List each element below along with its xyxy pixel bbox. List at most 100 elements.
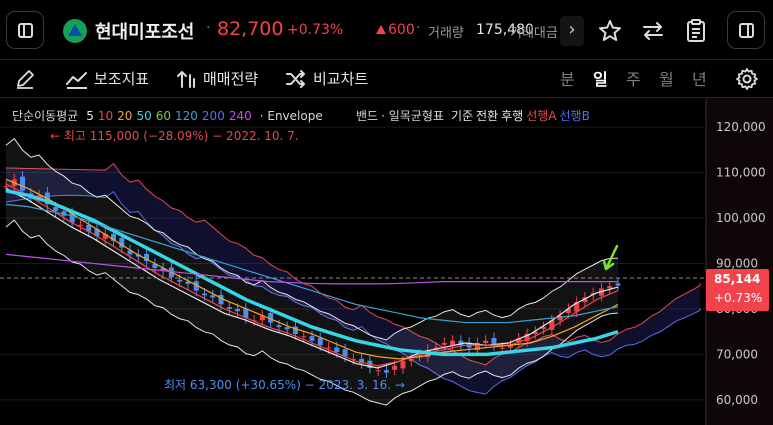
candle-body	[268, 313, 274, 323]
candle-body	[69, 213, 75, 223]
ma-line-5	[5, 187, 619, 369]
candle-body	[524, 333, 530, 342]
period-tab-year[interactable]: 년	[692, 70, 707, 89]
leading-span-b	[5, 191, 701, 395]
ma-period-240: 240	[228, 109, 252, 123]
ichimoku-item-3: 선행A	[526, 109, 557, 123]
left-panel-toggle-button[interactable]	[6, 11, 44, 49]
candle-body	[607, 286, 613, 289]
shuffle-icon	[286, 70, 305, 88]
ma-period-20: 20	[117, 109, 133, 123]
candle-body	[408, 358, 414, 362]
band-upper	[5, 137, 619, 341]
swap-arrows-icon[interactable]	[640, 18, 666, 44]
candle-body	[201, 293, 207, 296]
candle-body	[259, 315, 265, 321]
clipboard-icon[interactable]	[683, 18, 709, 44]
y-tick-label: 110,000	[716, 166, 766, 180]
band-ichimoku-legend[interactable]: 밴드 · 일목균형표 기준 전환 후행 선행A 선행B	[356, 107, 596, 124]
candle-body	[557, 315, 563, 321]
candle-body	[301, 336, 307, 338]
ichimoku-item-0: 기준	[450, 109, 474, 123]
candle-body	[292, 326, 298, 334]
cloud-fill	[6, 163, 700, 395]
candle-body	[102, 233, 108, 239]
ma-line-10	[5, 183, 619, 367]
header-bar: 현대미포조선 · 82,700 +0.73% 600 · 거래량 175,480…	[0, 0, 773, 60]
high-price-annotation: ← 최고 115,000 (−28.09%) − 2022. 10. 7.	[50, 129, 299, 143]
candle-body	[61, 211, 67, 216]
ichimoku-item-1: 전환	[476, 109, 499, 123]
candle-body	[111, 233, 117, 241]
header-scroll-chevron-button[interactable]: ›	[560, 16, 584, 46]
right-panel-icon	[739, 23, 754, 38]
candle-body	[326, 347, 332, 349]
y-tick-label: 100,000	[716, 211, 766, 225]
ma-line-240	[5, 253, 618, 285]
grid-lines	[0, 98, 707, 425]
separator-dot: ·	[206, 20, 211, 36]
period-tab-month[interactable]: 월	[659, 70, 674, 89]
strategy-label: 매매전략	[203, 70, 259, 88]
band-lower	[5, 219, 619, 406]
candle-body	[119, 238, 125, 248]
candle-body	[226, 307, 232, 309]
candle-body	[474, 343, 480, 351]
compare-label: 비교차트	[313, 70, 369, 88]
chart-toolbar: 보조지표 매매전략 비교차트	[0, 60, 773, 98]
candle-body	[193, 281, 199, 291]
trend-line-icon	[66, 72, 87, 89]
ma-period-5: 5	[86, 109, 94, 123]
candle-body	[185, 281, 191, 284]
indicator-label: 보조지표	[94, 70, 150, 88]
gear-icon[interactable]	[735, 67, 759, 91]
candle-body	[400, 361, 406, 369]
separator-dot: ·	[416, 20, 421, 36]
stock-name[interactable]: 현대미포조선	[95, 22, 195, 43]
candle-body	[441, 343, 447, 345]
envelope-legend-label: · Envelope	[259, 109, 323, 123]
green-arrow-marker	[602, 244, 619, 271]
ma-legend-label: 단순이동평균	[12, 109, 79, 123]
period-tab-day[interactable]: 일	[593, 70, 608, 89]
candle-body	[565, 308, 571, 313]
candle-body	[615, 283, 621, 286]
arrow-up-bars-icon	[177, 71, 195, 88]
candle-body	[458, 340, 464, 346]
candle-body	[243, 308, 249, 318]
last-price-change: +0.73%	[714, 291, 763, 305]
ichimoku-item-4: 선행B	[559, 109, 590, 123]
candle-body	[499, 347, 505, 349]
y-tick-label: 120,000	[716, 120, 766, 134]
candle-body	[53, 207, 59, 212]
left-panel-icon	[18, 23, 33, 38]
y-axis: 120,000110,000100,00090,00080,00070,0006…	[716, 120, 766, 407]
ma-period-120: 120	[175, 109, 198, 123]
period-tab-week[interactable]: 주	[626, 70, 641, 89]
star-icon[interactable]	[597, 18, 623, 44]
trading-amount-label: 거래대금	[510, 26, 558, 41]
volume-value: 175,480	[476, 22, 534, 38]
candle-body	[284, 327, 290, 330]
y-tick-label: 70,000	[716, 347, 758, 361]
indicator-legend[interactable]: 단순이동평균 5 10 20 50 60 120 200 240 · Envelope	[12, 107, 327, 124]
bollinger-legend-label: 밴드	[356, 109, 379, 123]
period-tab-minute[interactable]: 분	[560, 70, 575, 89]
candle-body	[20, 176, 26, 191]
ma-line-50	[5, 189, 619, 357]
ma-period-60: 60	[155, 109, 172, 123]
moving-average-lines	[5, 178, 619, 369]
right-panel-toggle-button[interactable]	[727, 11, 765, 49]
pencil-icon[interactable]	[14, 68, 36, 90]
price-chart[interactable]: 120,000110,000100,00090,00080,00070,0006…	[0, 98, 773, 425]
future-area-shade	[706, 98, 773, 425]
candle-body	[375, 370, 381, 372]
candle-body	[334, 347, 340, 353]
candle-body	[516, 338, 522, 343]
ma-line-120	[5, 203, 619, 324]
candle-body	[144, 253, 150, 262]
candle-body	[3, 186, 9, 188]
candle-body	[36, 195, 42, 198]
bollinger-band	[5, 137, 619, 406]
candle-body	[152, 263, 158, 268]
